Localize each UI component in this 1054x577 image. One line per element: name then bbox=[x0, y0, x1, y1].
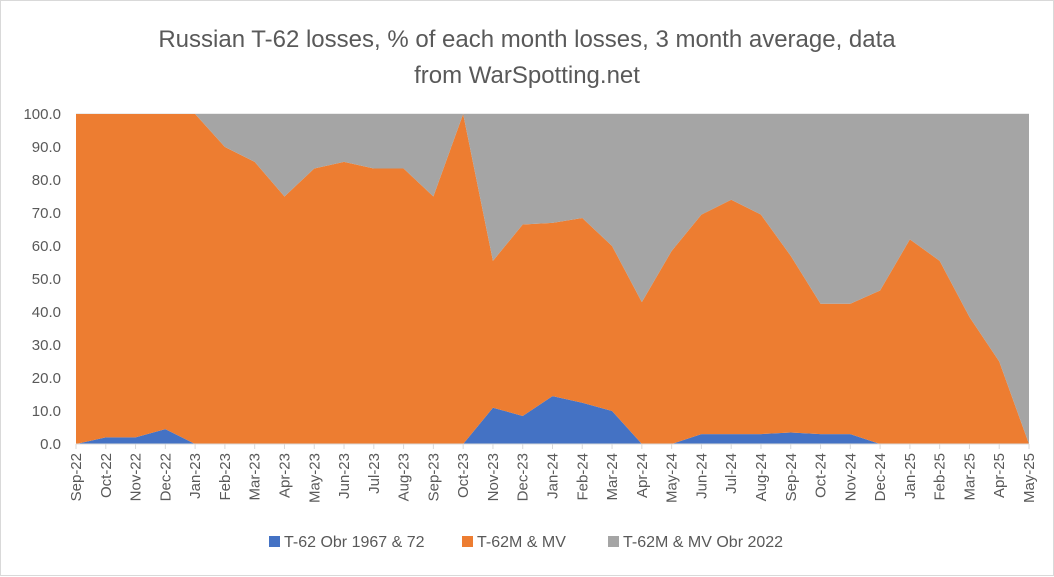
y-tick-label: 70.0 bbox=[32, 205, 61, 222]
y-tick-label: 100.0 bbox=[23, 106, 61, 123]
x-tick-label: Oct-23 bbox=[455, 453, 472, 498]
y-tick-label: 60.0 bbox=[32, 238, 61, 255]
x-tick-label: Sep-24 bbox=[783, 453, 800, 501]
y-tick-label: 50.0 bbox=[32, 271, 61, 288]
x-tick-label: Jan-23 bbox=[187, 453, 204, 499]
x-tick-label: Jan-25 bbox=[902, 453, 919, 499]
x-tick-label: Dec-23 bbox=[515, 453, 532, 501]
x-tick-label: Nov-22 bbox=[128, 453, 145, 501]
x-tick-label: Sep-22 bbox=[68, 453, 85, 501]
plot-area: 0.0 10.0 20.0 30.0 40.0 50.0 60.0 70.0 80.0 90.0 1… bbox=[23, 106, 1038, 503]
y-tick-label: 40.0 bbox=[32, 304, 61, 321]
x-tick-label: Jun-23 bbox=[336, 453, 353, 499]
chart-title-line-1: Russian T-62 losses, % of each month los… bbox=[158, 26, 896, 53]
x-tick-label: Mar-24 bbox=[604, 453, 621, 501]
x-tick-label: Dec-22 bbox=[157, 453, 174, 501]
x-tick-label: Aug-24 bbox=[753, 453, 770, 501]
x-tick-label: Jul-24 bbox=[723, 453, 740, 494]
y-tick-label: 80.0 bbox=[32, 172, 61, 189]
x-tick-label: Jan-24 bbox=[545, 453, 562, 499]
x-tick-label: May-24 bbox=[664, 453, 681, 503]
y-tick-label: 10.0 bbox=[32, 403, 61, 420]
y-tick-label: 0.0 bbox=[40, 436, 61, 453]
legend-swatch-3 bbox=[608, 536, 619, 547]
legend-label-2: T-62M & MV bbox=[477, 534, 566, 551]
x-tick-label: Dec-24 bbox=[872, 453, 889, 501]
legend: T-62 Obr 1967 & 72 T-62M & MV T-62M & MV O… bbox=[269, 534, 783, 551]
x-tick-label: Feb-24 bbox=[574, 453, 591, 501]
x-tick-label: May-25 bbox=[1021, 453, 1038, 503]
x-tick-label: Jul-23 bbox=[366, 453, 383, 494]
area-series-3 bbox=[76, 114, 1029, 444]
x-tick-label: Oct-22 bbox=[98, 453, 115, 498]
legend-label-1: T-62 Obr 1967 & 72 bbox=[284, 534, 425, 551]
x-tick-label: Apr-23 bbox=[276, 453, 293, 498]
x-tick-label: Mar-25 bbox=[961, 453, 978, 501]
x-tick-label: Sep-23 bbox=[425, 453, 442, 501]
chart-title-line-2: from WarSpotting.net bbox=[414, 62, 640, 89]
x-tick-label: Nov-24 bbox=[842, 453, 859, 501]
x-tick-label: Feb-25 bbox=[932, 453, 949, 501]
y-tick-label: 30.0 bbox=[32, 337, 61, 354]
x-tick-label: Apr-24 bbox=[634, 453, 651, 498]
x-tick-label: May-23 bbox=[306, 453, 323, 503]
x-tick-label: Oct-24 bbox=[813, 453, 830, 498]
area-series-2 bbox=[76, 114, 1029, 444]
legend-swatch-1 bbox=[269, 536, 280, 547]
y-tick-label: 90.0 bbox=[32, 139, 61, 156]
legend-label-3: T-62M & MV Obr 2022 bbox=[623, 534, 783, 551]
y-tick-label: 20.0 bbox=[32, 370, 61, 387]
area-series-1 bbox=[76, 396, 1029, 444]
x-tick-label: Feb-23 bbox=[217, 453, 234, 501]
x-tick-label: Aug-23 bbox=[396, 453, 413, 501]
x-tick-label: Jun-24 bbox=[693, 453, 710, 499]
x-tick-label: Mar-23 bbox=[247, 453, 264, 501]
x-tick-label: Nov-23 bbox=[485, 453, 502, 501]
legend-swatch-2 bbox=[462, 536, 473, 547]
x-tick-label: Apr-25 bbox=[991, 453, 1008, 498]
